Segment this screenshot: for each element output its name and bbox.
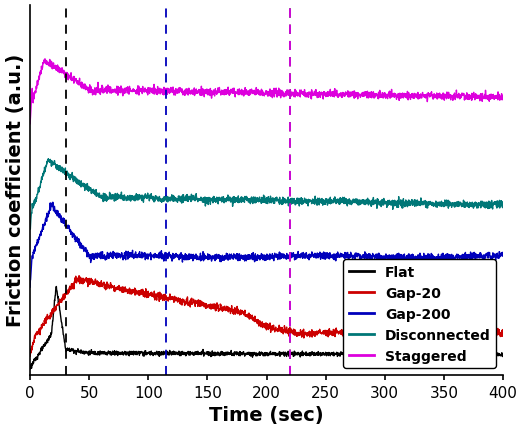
X-axis label: Time (sec): Time (sec) — [209, 405, 324, 424]
Y-axis label: Friction coefficient (a.u.): Friction coefficient (a.u.) — [6, 54, 25, 327]
Legend: Flat, Gap-20, Gap-200, Disconnected, Staggered: Flat, Gap-20, Gap-200, Disconnected, Sta… — [343, 260, 496, 369]
